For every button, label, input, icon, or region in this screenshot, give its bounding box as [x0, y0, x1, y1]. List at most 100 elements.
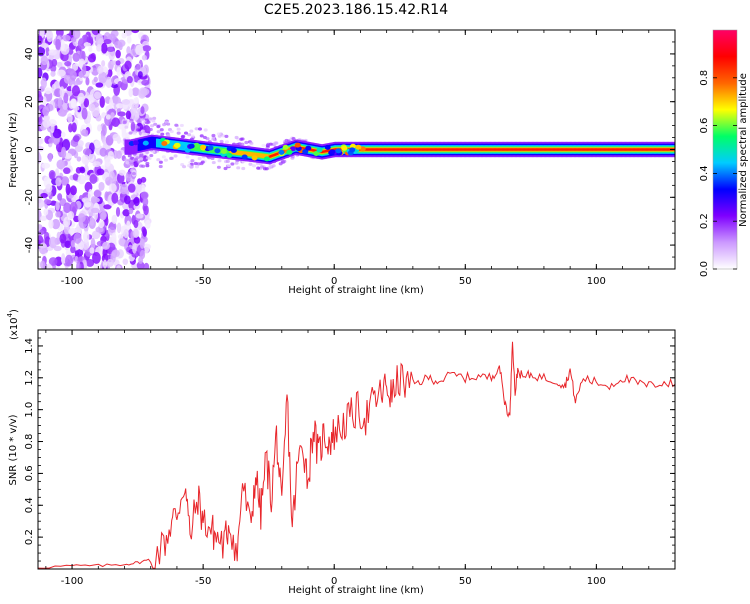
spectrogram-transition-speckle — [216, 165, 221, 169]
spectrogram-ridge-band — [195, 144, 198, 151]
spectrogram-ridge-blob — [263, 156, 270, 162]
spectrogram-noise-speckle — [116, 265, 122, 269]
spectrogram-noise-speckle — [111, 249, 120, 258]
spectrogram-ridge-band — [380, 148, 383, 151]
spectrogram-ridge-band — [627, 148, 630, 151]
spectrogram-transition-speckle — [164, 120, 169, 124]
snr-series-line — [38, 341, 675, 569]
spectrogram-ridge-blob — [251, 155, 258, 161]
spectrogram-ridge-band — [418, 148, 421, 151]
spectrogram-noise-speckle — [139, 238, 145, 249]
spectrogram-transition-speckle — [180, 135, 185, 139]
spectrogram-ridge-band — [612, 148, 614, 151]
spectrogram-transition-speckle — [194, 165, 199, 169]
spectrogram-noise-speckle — [60, 146, 67, 159]
spectrogram-noise-speckle — [78, 71, 84, 78]
spectrogram-noise-speckle — [68, 123, 73, 133]
spectrogram-ridge-band — [488, 148, 491, 151]
spectrogram-noise-speckle — [99, 96, 105, 108]
spectrogram-ridge-band — [254, 152, 257, 157]
spectrogram-ridge-band — [385, 148, 388, 151]
spectrogram-ridge-band — [269, 154, 272, 158]
spectrogram-ridge-band — [239, 150, 242, 156]
spectrogram-noise-speckle — [115, 49, 121, 59]
spectrogram-noise-speckle — [133, 97, 139, 104]
spectrogram-ridge-band — [596, 148, 599, 151]
spectrogram-noise-speckle — [63, 202, 72, 214]
spectrogram-noise-speckle — [85, 258, 95, 267]
spectrogram-noise-speckle — [41, 162, 51, 169]
spectrogram-ridge-band — [522, 148, 525, 151]
spectrogram-ridge-blob — [174, 142, 181, 148]
spectrogram-ridge-band — [325, 149, 327, 153]
spectrogram-ridge-band — [275, 153, 278, 156]
spectrogram-ridge-band — [553, 148, 556, 151]
spectrogram-noise-speckle — [135, 63, 141, 70]
spectrogram-ridge-band — [465, 148, 468, 151]
spectrogram-ridge-band — [407, 148, 410, 151]
spectrogram-ridge-band — [461, 148, 464, 151]
spectrogram-noise-speckle — [121, 31, 127, 39]
spectrogram-noise-speckle — [87, 94, 93, 102]
spectrogram-noise-speckle — [96, 168, 105, 176]
spectrogram-ridge-band — [491, 148, 494, 151]
spectrogram-ridge-band — [321, 150, 324, 154]
spectrogram-transition-speckle — [139, 164, 144, 168]
spectrogram-ridge-band — [136, 137, 139, 154]
spectrogram-noise-speckle — [98, 219, 105, 229]
spectrogram-noise-speckle — [72, 135, 80, 142]
spectrogram-transition-speckle — [132, 132, 137, 136]
spectrogram-ridge-band — [262, 153, 265, 158]
spectrogram-ridge-blob — [226, 152, 233, 158]
spectrogram-ridge-band — [528, 148, 531, 151]
spectrogram-ridge-band — [124, 139, 127, 155]
spectrogram-noise-speckle — [112, 176, 117, 185]
spectrogram-ridge-band — [462, 148, 465, 151]
spectrogram-transition-speckle — [145, 161, 150, 166]
spectrogram-noise-speckle — [48, 137, 54, 144]
spectrogram-ridge-blob — [349, 147, 356, 153]
spectrogram-ridge-band — [616, 148, 618, 151]
spectrogram-ridge-band — [133, 138, 136, 154]
x-tick-label: -50 — [195, 576, 211, 587]
spectrogram-noise-speckle — [38, 94, 44, 103]
spectrogram-noise-speckle — [62, 102, 68, 110]
spectrogram-noise-speckle — [119, 184, 129, 195]
spectrogram-noise-speckle — [127, 183, 136, 193]
spectrogram-noise-speckle — [142, 197, 149, 207]
spectrogram-noise-speckle — [101, 60, 106, 67]
spectrogram-ridge-band — [566, 148, 569, 151]
spectrogram-ridge-blob — [193, 142, 200, 148]
spectrogram-ridge-band — [238, 150, 241, 156]
spectrogram-transition-speckle — [256, 166, 261, 170]
spectrogram-ridge-band — [369, 148, 372, 151]
spectrogram-noise-speckle — [81, 107, 88, 120]
spectrogram-ridge-band — [370, 148, 373, 151]
spectrogram-transition-speckle — [169, 156, 174, 160]
spectrogram-ridge-blob — [294, 142, 301, 148]
spectrogram-ridge-band — [614, 148, 617, 151]
spectrogram-transition-speckle — [128, 131, 133, 135]
spectrogram-ridge-band — [474, 148, 477, 151]
spectrogram-noise-speckle — [78, 240, 85, 250]
y-tick-label: 0.4 — [24, 497, 35, 513]
spectrogram-ridge-band — [526, 148, 529, 151]
spectrogram-transition-speckle — [216, 132, 221, 136]
spectrogram-ridge-band — [428, 148, 431, 151]
spectrogram-transition-speckle — [161, 155, 166, 159]
spectrogram-noise-speckle — [97, 124, 102, 132]
spectrogram-ridge-band — [557, 148, 559, 151]
spectrogram-ridge-band — [384, 148, 386, 151]
spectrogram-ridge-band — [595, 148, 597, 151]
spectrogram-ridge-band — [551, 148, 554, 151]
spectrogram-ridge-band — [533, 148, 536, 151]
spectrogram-transition-speckle — [199, 161, 204, 166]
spectrogram-ridge-band — [140, 138, 143, 151]
x-tick-label: 0 — [331, 276, 337, 287]
spectrogram-ridge-band — [655, 148, 658, 151]
spectrogram-noise-speckle — [136, 261, 145, 269]
spectrogram-noise-speckle — [83, 98, 90, 108]
spectrogram-ridge-band — [538, 148, 541, 151]
spectrogram-ridge-band — [636, 148, 639, 151]
spectrogram-ridge-blob — [282, 144, 289, 150]
